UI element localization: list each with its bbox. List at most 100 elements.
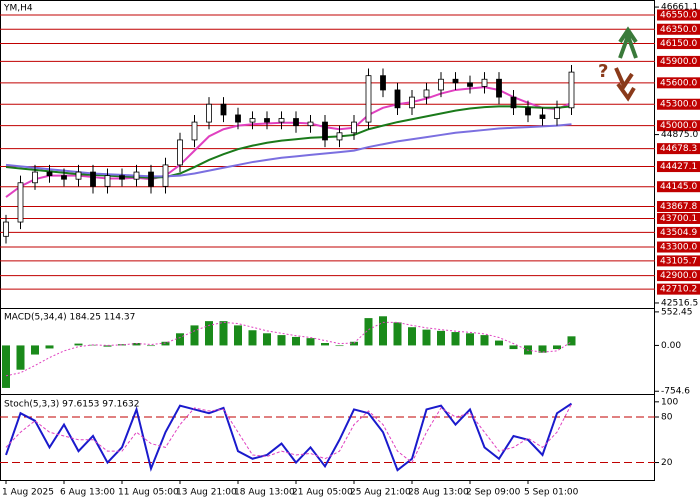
series-line xyxy=(5,105,572,179)
histogram-bar xyxy=(538,345,547,353)
x-tick-label: 5 Sep 01:00 xyxy=(524,488,579,498)
level-label-bg xyxy=(657,23,700,35)
histogram-bar xyxy=(31,345,39,355)
level-label-bg xyxy=(657,77,700,89)
candle-body xyxy=(293,118,299,127)
histogram-bar xyxy=(190,325,199,346)
histogram-bar xyxy=(234,325,242,346)
candle-body xyxy=(365,75,372,123)
candle-body xyxy=(119,175,125,180)
y-tick-label: 46661.1 xyxy=(661,3,698,13)
candle-body xyxy=(467,82,473,87)
candle-body xyxy=(17,182,24,223)
histogram-bar xyxy=(495,340,503,346)
candle-body xyxy=(525,107,531,116)
x-tick-label: 13 Aug 21:00 xyxy=(176,488,237,498)
histogram-bar xyxy=(147,345,155,347)
y-tick-label: 552.45 xyxy=(661,307,693,317)
x-tick-label: 2 Sep 09:00 xyxy=(466,488,521,498)
histogram-bar xyxy=(205,321,213,346)
candle-body xyxy=(380,75,386,91)
candle-body xyxy=(351,121,357,134)
candle-body xyxy=(133,171,140,180)
y-tick-label: 0.00 xyxy=(661,341,681,351)
candle-body xyxy=(264,118,270,123)
histogram-bar xyxy=(219,321,228,346)
annotation: ? xyxy=(598,61,608,82)
candle-body xyxy=(177,139,183,166)
histogram-bar xyxy=(553,345,561,350)
level-label-bg xyxy=(657,9,700,21)
histogram-bar xyxy=(364,318,373,346)
level-label-bg xyxy=(657,181,700,193)
candle-body xyxy=(322,121,328,141)
panel-title: MACD(5,34,4) 184.25 114.37 xyxy=(4,313,135,323)
candle-body xyxy=(438,78,444,91)
candle-body xyxy=(3,221,9,237)
candle-body xyxy=(554,107,560,119)
histogram-bar xyxy=(408,327,416,346)
level-label-bg xyxy=(657,143,700,155)
histogram-bar xyxy=(16,345,25,370)
level-label-bg xyxy=(657,120,700,132)
y-tick-label: 100 xyxy=(661,397,678,407)
candle-body xyxy=(148,171,154,187)
x-tick-label: 18 Aug 13:00 xyxy=(234,488,295,498)
x-tick-label: 28 Aug 13:00 xyxy=(408,488,469,498)
candle-body xyxy=(206,103,212,123)
candle-body xyxy=(409,96,415,109)
histogram-bar xyxy=(335,345,344,347)
histogram-bar xyxy=(103,345,112,347)
candle-body xyxy=(452,78,459,84)
candle-body xyxy=(307,121,314,127)
histogram-bar xyxy=(306,338,315,346)
histogram-bar xyxy=(437,330,445,346)
candle-body xyxy=(46,171,53,177)
histogram-bar xyxy=(321,343,329,346)
histogram-bar xyxy=(277,335,286,346)
level-label: 42710.2 xyxy=(660,285,697,295)
series-line xyxy=(5,402,573,472)
histogram-bar xyxy=(74,343,83,346)
x-tick-label: 6 Aug 13:00 xyxy=(60,488,115,498)
level-label-bg xyxy=(657,161,700,173)
down-arrow xyxy=(614,67,636,102)
histogram-bar xyxy=(292,336,300,346)
candle-body xyxy=(191,121,198,141)
level-label: 43867.8 xyxy=(660,202,697,212)
histogram-bar xyxy=(45,345,54,349)
candle-body xyxy=(32,171,38,184)
candle-body xyxy=(278,118,285,123)
level-label-bg xyxy=(657,270,700,282)
histogram-bar xyxy=(132,343,141,346)
level-label: 43700.1 xyxy=(660,214,697,224)
level-label-bg xyxy=(657,200,700,212)
candle-body xyxy=(481,78,488,87)
level-label: 46350.0 xyxy=(660,25,697,35)
series-line xyxy=(5,123,572,178)
x-tick-label: 1 Aug 2025 xyxy=(2,488,54,498)
y-tick-label: 42516.5 xyxy=(661,298,698,308)
level-label: 45600.0 xyxy=(660,78,697,88)
candle-body xyxy=(394,89,401,109)
y-tick-label: 80 xyxy=(661,413,673,423)
level-label-bg xyxy=(657,283,700,295)
level-label: 43504.9 xyxy=(660,228,697,238)
histogram-bar xyxy=(480,335,489,346)
level-label-bg xyxy=(657,241,700,253)
candle-body xyxy=(496,78,502,98)
histogram-bar xyxy=(118,344,126,346)
candle-body xyxy=(75,171,82,180)
level-label-bg xyxy=(657,226,700,238)
candle-body xyxy=(423,89,430,98)
panel-title: Stoch(5,3,3) 97.6153 97.1632 xyxy=(4,400,139,410)
level-label-bg xyxy=(657,98,700,110)
histogram-bar xyxy=(466,333,474,346)
candle-body xyxy=(162,164,169,187)
level-label: 42900.0 xyxy=(660,271,697,281)
histogram-bar xyxy=(509,345,518,350)
y-tick-label: 20 xyxy=(661,458,673,468)
candle-body xyxy=(235,114,241,123)
level-label: 43105.7 xyxy=(660,256,697,266)
